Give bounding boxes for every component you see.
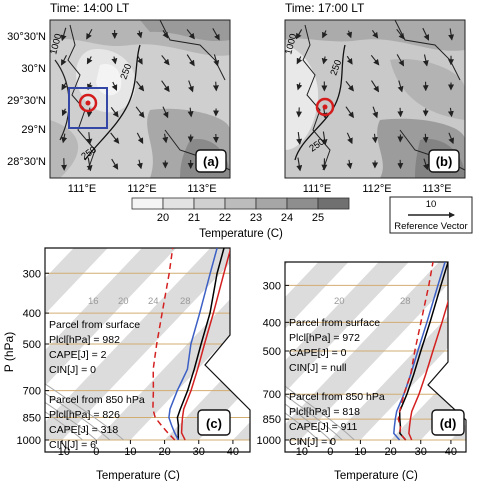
skewt-ytick-label: 700 <box>263 389 281 401</box>
skewt-d-text: CIN[J] = null <box>289 362 346 374</box>
map-a-xtick: 113°E <box>187 183 216 195</box>
skewt-c-text: CAPE[J] = 2 <box>49 349 107 361</box>
wind-vector-arrow <box>400 108 401 116</box>
skewt-xtick-label: 40 <box>227 446 239 458</box>
colorbar-tick: 23 <box>250 212 262 224</box>
reference-vector-label: Reference Vector <box>394 221 467 232</box>
skewt-ytick-label: 700 <box>23 386 41 398</box>
skewt-c-text: Parcel from surface <box>49 319 140 331</box>
skewt-ytick-label: 1000 <box>257 435 281 447</box>
colorbar-tick: 22 <box>219 212 231 224</box>
wind-vector-arrow <box>216 82 217 91</box>
colorbar-cell <box>225 198 256 209</box>
skewt-c-skew-label: 20 <box>118 296 129 307</box>
colorbar-cells <box>132 198 349 209</box>
map-panel-b: Time: 17:00 LT 1000 250 250 (b) 111°E 11… <box>283 1 465 195</box>
skewt-ytick-label: 300 <box>23 268 41 280</box>
skewt-c-skew-label: 16 <box>88 296 99 307</box>
skewt-xtick-label: 40 <box>445 446 457 458</box>
skewt-ytick-label: 500 <box>263 346 281 358</box>
skewt-d-x-axis-label: Temperature (C) <box>334 470 418 481</box>
skewt-d-skew-label: 20 <box>334 296 345 307</box>
skewt-xtick-label: 0 <box>327 446 333 458</box>
colorbar-tick: 20 <box>157 212 169 224</box>
colorbar-label: Temperature (C) <box>199 228 283 240</box>
skewt-xtick-label: 0 <box>93 446 99 458</box>
map-b-title: Time: 17:00 LT <box>285 1 365 15</box>
skewt-d-text: Parcel from surface <box>289 317 380 329</box>
skewt-ytick-label: 500 <box>23 339 41 351</box>
skewt-xtick-label: 20 <box>158 446 170 458</box>
skewt-ytick-label: 850 <box>23 412 41 424</box>
skewt-d-text: Parcel from 850 hPa <box>289 391 385 403</box>
colorbar-tick: 25 <box>312 212 324 224</box>
reference-vector-box: 10 Reference Vector <box>390 197 472 233</box>
colorbar-tick: 21 <box>188 212 200 224</box>
skewt-c-text: Plcl[hPa] = 982 <box>49 334 120 346</box>
skewt-c-panel-label: (c) <box>206 416 222 431</box>
map-b-xtick: 113°E <box>422 183 451 195</box>
colorbar: 20 21 22 23 24 25 Temperature (C) <box>132 198 349 240</box>
skewt-d-text: CAPE[J] = 911 <box>289 421 358 433</box>
skewt-xtick-label: -10 <box>292 446 308 458</box>
skewt-ytick-label: 400 <box>23 308 41 320</box>
colorbar-cell <box>287 198 318 209</box>
wind-vector-arrow <box>299 107 300 116</box>
skewt-d-text: Plcl[hPa] = 818 <box>289 406 360 418</box>
colorbar-tick: 24 <box>281 212 293 224</box>
map-a-xtick: 111°E <box>68 183 96 195</box>
map-a-ytick: 30°30'N <box>7 31 46 43</box>
colorbar-cell <box>163 198 194 209</box>
skewt-xtick-label: 30 <box>415 446 427 458</box>
map-b-xtick: 112°E <box>362 183 391 195</box>
skewt-ytick-label: 400 <box>263 317 281 329</box>
map-a-ytick: 29°N <box>21 124 46 136</box>
skewt-c-text: Parcel from 850 hPa <box>49 394 145 406</box>
skewt-c-skew-label: 24 <box>148 296 159 307</box>
map-a-ytick: 28°30'N <box>7 156 46 168</box>
map-panel-a: Time: 14:00 LT 1000 250 250 (a) 30° <box>7 1 230 195</box>
skewt-c-x-axis-label: Temperature (C) <box>96 470 180 481</box>
map-a-title: Time: 14:00 LT <box>50 1 130 15</box>
map-a-xtick: 112°E <box>127 183 156 195</box>
skewt-d-panel-label: (d) <box>440 416 457 431</box>
skewt-c-text: Plcl[hPa] = 826 <box>49 409 120 421</box>
map-b-xtick: 111°E <box>303 183 331 195</box>
colorbar-cell <box>318 198 349 209</box>
skewt-c-text: CAPE[J] = 318 <box>49 424 118 436</box>
skewt-ytick-label: 1000 <box>17 435 41 447</box>
skewt-xtick-label: -10 <box>54 446 70 458</box>
skewt-xtick-label: 30 <box>193 446 205 458</box>
colorbar-cell <box>256 198 287 209</box>
skewt-c-text: CIN[J] = 0 <box>49 364 96 376</box>
skewt-d-skew-label: 28 <box>400 296 411 307</box>
skewt-d-text: CAPE[J] = 0 <box>289 347 347 359</box>
skewt-c-skew-label: 28 <box>180 296 191 307</box>
skewt-xtick-label: 10 <box>354 446 366 458</box>
wind-vector-arrow <box>425 134 426 142</box>
map-a-panel-label: (a) <box>203 154 219 169</box>
skewt-ytick-label: 850 <box>263 414 281 426</box>
skewt-d-text: Plcl[hPa] = 972 <box>289 332 360 344</box>
colorbar-cell <box>132 198 163 209</box>
colorbar-cell <box>194 198 225 209</box>
map-a-ytick: 29°30'N <box>7 95 46 107</box>
skewt-ytick-label: 300 <box>263 280 281 292</box>
skewt-y-axis-label: P (hPa) <box>2 332 16 372</box>
map-b-panel-label: (b) <box>436 154 453 169</box>
reference-vector-value: 10 <box>426 199 437 210</box>
map-a-ytick: 30°N <box>21 63 46 75</box>
skewt-xtick-label: 10 <box>124 446 136 458</box>
skewt-xtick-label: 20 <box>384 446 396 458</box>
